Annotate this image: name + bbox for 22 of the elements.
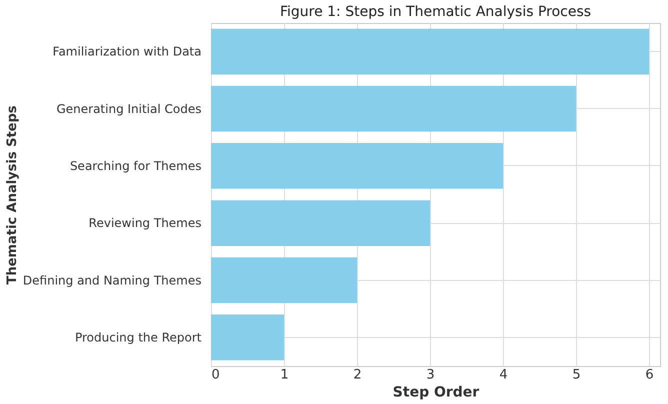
bar	[211, 314, 284, 360]
x-tick-label: 4	[499, 368, 508, 382]
x-tick-label: 5	[572, 368, 581, 382]
y-tick-label: Reviewing Themes	[88, 216, 202, 230]
y-tick-label: Defining and Naming Themes	[22, 273, 202, 288]
y-axis-title: Thematic Analysis Steps	[4, 105, 20, 285]
x-tick-label: 3	[426, 368, 435, 382]
x-tick-label: 1	[280, 368, 289, 382]
bar	[211, 200, 430, 246]
x-tick-label: 6	[645, 368, 654, 382]
bar	[211, 257, 358, 304]
bar	[211, 28, 650, 74]
y-tick-label: Generating Initial Codes	[56, 102, 202, 116]
y-tick-label: Searching for Themes	[70, 158, 202, 173]
chart-title: Figure 1: Steps in Thematic Analysis Process	[280, 4, 592, 20]
x-axis-title: Step Order	[392, 384, 480, 400]
y-tick-label: Producing the Report	[74, 330, 202, 344]
x-tick-label: 0	[212, 368, 220, 382]
x-tick-label: 2	[353, 368, 362, 382]
bar	[211, 143, 504, 189]
y-tick-label: Familiarization with Data	[52, 44, 202, 59]
bar	[211, 86, 576, 132]
